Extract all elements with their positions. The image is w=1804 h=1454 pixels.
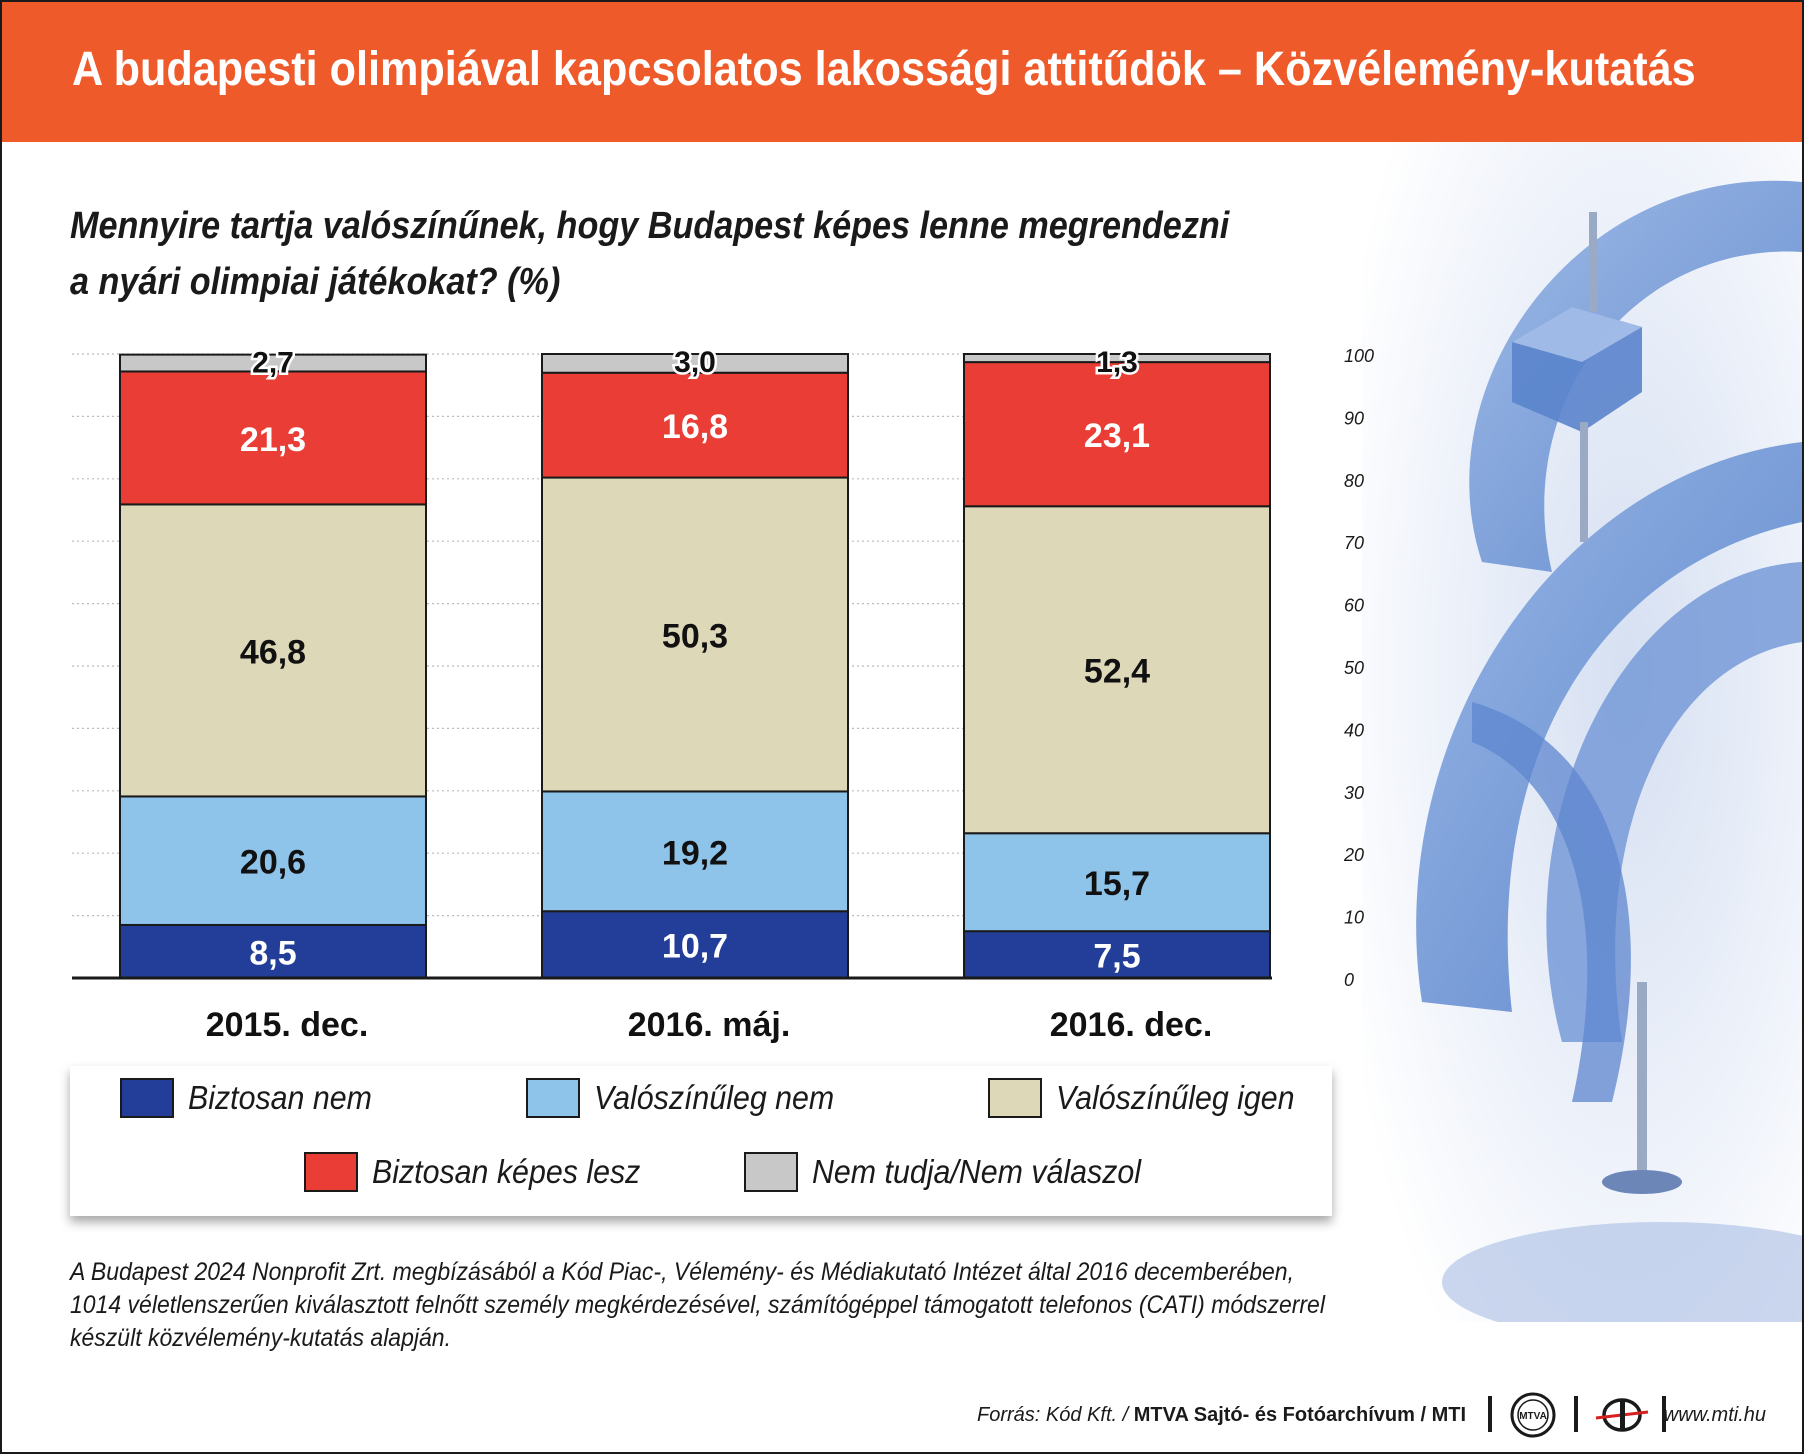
data-label: 8,5 — [249, 934, 296, 972]
website-url: www.mti.hu — [1663, 1404, 1766, 1426]
bar-segment — [541, 476, 849, 793]
y-tick-label: 0 — [1344, 970, 1354, 990]
y-tick-label: 60 — [1344, 596, 1364, 616]
legend-item: Biztosan nem — [120, 1076, 388, 1120]
legend-label: Valószínűleg nem — [594, 1079, 835, 1116]
mti-logo-icon — [1595, 1398, 1649, 1432]
data-label: 2,7 — [252, 347, 294, 380]
source-label: Forrás: Kód Kft. / — [977, 1404, 1129, 1426]
y-tick-label: 20 — [1343, 845, 1364, 865]
data-label: 1,3 — [1096, 346, 1138, 379]
source-org: MTVA Sajtó- és Fotóarchívum / MTI — [1133, 1404, 1466, 1426]
bar-segment — [541, 790, 849, 913]
category-label: 2015. dec. — [206, 1006, 369, 1044]
bar-segment — [541, 371, 849, 479]
y-tick-label: 40 — [1344, 720, 1364, 740]
data-label: 20,6 — [240, 844, 306, 882]
methodology-note: A Budapest 2024 Nonprofit Zrt. megbízásá… — [70, 1256, 1370, 1355]
y-tick-label: 90 — [1344, 408, 1364, 428]
data-label: 7,5 — [1093, 938, 1140, 976]
legend-swatch — [526, 1078, 580, 1118]
page-title: A budapesti olimpiával kapcsolatos lakos… — [72, 43, 1696, 96]
note-line-2: 1014 véletlenszerűen kiválasztott felnőt… — [70, 1291, 1325, 1319]
data-label: 16,8 — [662, 408, 728, 446]
sculpture-illustration — [1362, 142, 1802, 1322]
bar-segment — [963, 505, 1271, 835]
data-label: 10,7 — [662, 928, 728, 966]
data-label: 46,8 — [240, 633, 306, 671]
legend-swatch — [120, 1078, 174, 1118]
bar-segment — [119, 795, 427, 926]
legend-swatch — [304, 1152, 358, 1192]
separator — [1662, 1396, 1666, 1432]
stacked-bar-chart: 0 10 20 30 40 50 60 70 80 90 100 8,5 20,6 46,8 21,3 2,7… — [72, 344, 1374, 1044]
legend-item: Biztosan képes lesz — [304, 1150, 664, 1194]
header-bar: A budapesti olimpiával kapcsolatos lakos… — [2, 2, 1802, 142]
legend-item: Valószínűleg nem — [526, 1076, 855, 1120]
note-line-1: A Budapest 2024 Nonprofit Zrt. megbízásá… — [70, 1258, 1294, 1286]
y-tick-label: 80 — [1344, 471, 1364, 491]
y-tick-label: 100 — [1344, 346, 1374, 366]
mtva-logo-icon: MTVA — [1510, 1392, 1556, 1438]
data-label: 3,0 — [674, 346, 716, 379]
bar-segment — [119, 353, 427, 373]
question-line-1: Mennyire tartja valószínűnek, hogy Budap… — [70, 205, 1230, 247]
bar-segment — [541, 353, 849, 374]
mtva-logo-text: MTVA — [1519, 1411, 1547, 1422]
data-label: 52,4 — [1084, 653, 1150, 691]
y-tick-label: 10 — [1344, 908, 1364, 928]
chart-legend: Biztosan nem Valószínűleg nem Valószínűleg… — [70, 1066, 1332, 1216]
category-label: 2016. dec. — [1050, 1006, 1213, 1044]
note-line-3: készült közvélemény-kutatás alapján. — [70, 1324, 451, 1352]
data-label: 23,1 — [1084, 417, 1150, 455]
legend-swatch — [744, 1152, 798, 1192]
legend-item: Nem tudja/Nem válaszol — [744, 1150, 1170, 1194]
data-label: 19,2 — [662, 834, 728, 872]
chart-question: Mennyire tartja valószínűnek, hogy Budap… — [70, 198, 1229, 310]
legend-label: Nem tudja/Nem válaszol — [812, 1153, 1142, 1190]
question-line-2: a nyári olimpiai játékokat? (%) — [70, 261, 561, 303]
separator — [1488, 1396, 1492, 1432]
footer: Forrás: Kód Kft. / MTVA Sajtó- és Fotóar… — [2, 1382, 1802, 1452]
data-label: 15,7 — [1084, 865, 1150, 903]
bar-segment — [963, 832, 1271, 933]
bar-segment — [119, 370, 427, 506]
legend-label: Biztosan képes lesz — [372, 1153, 641, 1190]
y-tick-label: 50 — [1344, 658, 1364, 678]
data-label: 21,3 — [240, 421, 306, 459]
bar-segment — [963, 930, 1271, 980]
data-label: 50,3 — [662, 617, 728, 655]
legend-label: Biztosan nem — [188, 1079, 372, 1116]
separator — [1574, 1396, 1578, 1432]
bar-segment — [541, 910, 849, 979]
bar-segment — [963, 353, 1271, 364]
source-credit: Forrás: Kód Kft. / MTVA Sajtó- és Fotóar… — [977, 1404, 1466, 1427]
legend-item: Valószínűleg igen — [988, 1076, 1315, 1120]
y-tick-label: 30 — [1344, 783, 1364, 803]
bar-segment — [119, 503, 427, 798]
category-label: 2016. máj. — [628, 1006, 791, 1044]
legend-label: Valószínűleg igen — [1056, 1079, 1295, 1116]
bar-segment — [963, 361, 1271, 508]
y-tick-label: 70 — [1344, 533, 1364, 553]
legend-swatch — [988, 1078, 1042, 1118]
